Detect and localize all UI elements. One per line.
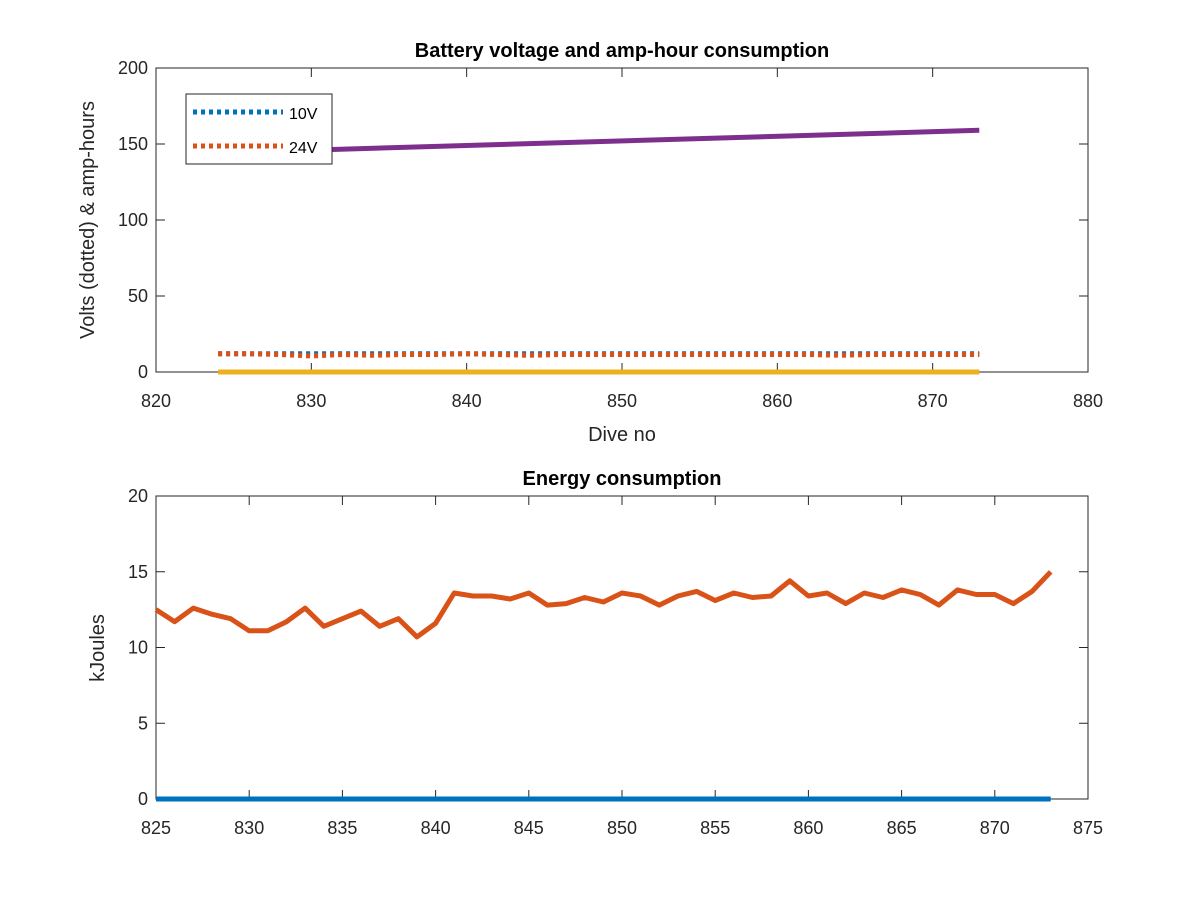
voltage-x-tick-label: 850 — [607, 391, 637, 411]
legend-box — [185, 93, 333, 165]
energy-y-tick-label: 10 — [128, 638, 148, 658]
voltage-series-2-line — [311, 127, 980, 153]
voltage-chart: 820 830 840 850 860 870 880 0 50 100 150 200 Batter… — [77, 40, 1103, 446]
energy-x-tick-label: 875 — [1073, 818, 1103, 838]
voltage-x-tick-label: 880 — [1073, 391, 1103, 411]
energy-x-tick-label: 860 — [793, 818, 823, 838]
voltage-x-tick-label: 840 — [452, 391, 482, 411]
voltage-y-tick-label: 0 — [138, 362, 148, 382]
energy-y-tick-label: 5 — [138, 713, 148, 733]
legend-label-24v: 24V — [289, 140, 318, 157]
voltage-chart-title: Battery voltage and amp-hour consumption — [415, 40, 829, 62]
voltage-x-tick-label: 870 — [918, 391, 948, 411]
energy-y-tick-label: 20 — [128, 486, 148, 506]
energy-y-axis-label: kJoules — [87, 614, 109, 682]
energy-x-tick-label: 835 — [327, 818, 357, 838]
legend-label-10v: 10V — [289, 106, 318, 123]
voltage-y-tick-label: 150 — [118, 134, 148, 154]
energy-chart-title: Energy consumption — [523, 468, 722, 490]
voltage-x-tick-label: 820 — [141, 391, 171, 411]
energy-x-tick-label: 825 — [141, 818, 171, 838]
energy-y-tick-label: 15 — [128, 562, 148, 582]
energy-series-1-line — [154, 570, 1053, 640]
energy-series — [154, 570, 1053, 802]
energy-x-tick-label: 840 — [421, 818, 451, 838]
voltage-x-axis-label: Dive no — [588, 424, 656, 446]
energy-y-tick-label: 0 — [138, 789, 148, 809]
energy-ticks: 825 830 835 840 845 850 855 860 865 870 875 0 5 10 15 2… — [128, 486, 1103, 838]
voltage-series — [218, 127, 980, 375]
energy-x-tick-label: 845 — [514, 818, 544, 838]
energy-x-tick-label: 850 — [607, 818, 637, 838]
voltage-y-tick-label: 50 — [128, 286, 148, 306]
voltage-x-tick-label: 830 — [296, 391, 326, 411]
legend: 10V 24V — [185, 93, 333, 165]
energy-chart: 825 830 835 840 845 850 855 860 865 870 875 0 5 10 15 2… — [87, 468, 1103, 838]
energy-x-tick-label: 870 — [980, 818, 1010, 838]
energy-plot-area — [155, 495, 1089, 800]
voltage-y-tick-label: 100 — [118, 210, 148, 230]
voltage-x-tick-label: 860 — [762, 391, 792, 411]
voltage-y-axis-label: Volts (dotted) & amp-hours — [77, 101, 99, 339]
energy-x-tick-label: 855 — [700, 818, 730, 838]
voltage-series-24v-line — [218, 351, 980, 359]
voltage-y-tick-label: 200 — [118, 58, 148, 78]
energy-x-tick-label: 865 — [887, 818, 917, 838]
energy-x-tick-label: 830 — [234, 818, 264, 838]
